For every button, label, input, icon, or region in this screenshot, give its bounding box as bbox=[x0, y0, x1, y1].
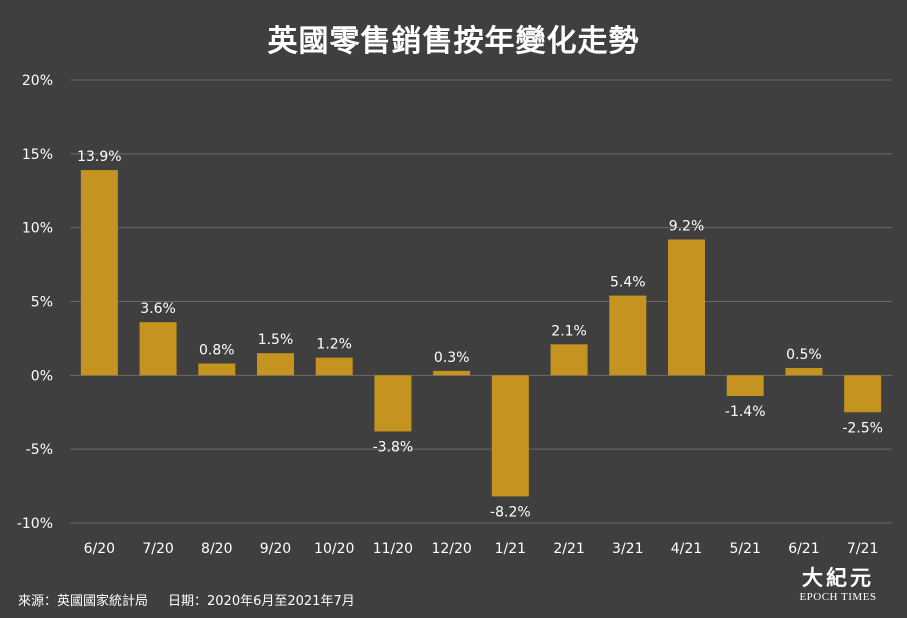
x-tick-label: 7/21 bbox=[847, 541, 878, 557]
x-tick-label: 3/21 bbox=[612, 541, 643, 557]
y-tick-label: 20% bbox=[22, 73, 53, 89]
bar bbox=[491, 375, 529, 497]
bars bbox=[80, 170, 882, 497]
bar bbox=[257, 353, 294, 376]
x-tick-label: 5/21 bbox=[729, 541, 760, 557]
data-label: -8.2% bbox=[490, 504, 531, 520]
x-tick-label: 1/21 bbox=[495, 541, 526, 557]
bar bbox=[785, 367, 823, 376]
data-labels: 13.9% 3.6% 0.8% 1.5% 1.2% -3.8% 0.3% -8.2% 2.1% 5… bbox=[77, 149, 883, 520]
chart-title: 英國零售銷售按年變化走勢 bbox=[267, 24, 640, 59]
footer: 來源：英國國家統計局 日期：2020年6月至2021年7月 bbox=[18, 590, 355, 609]
bar bbox=[726, 375, 764, 397]
logo-english: EPOCH TIMES bbox=[799, 591, 877, 603]
bar bbox=[80, 170, 118, 376]
x-tick-label: 2/21 bbox=[553, 541, 584, 557]
x-tick-label: 6/21 bbox=[788, 541, 819, 557]
data-label: 9.2% bbox=[669, 218, 705, 234]
bar bbox=[550, 344, 588, 376]
data-label: 13.9% bbox=[77, 149, 121, 165]
y-tick-label: -10% bbox=[17, 516, 53, 532]
x-tick-label: 7/20 bbox=[142, 541, 173, 557]
data-label: 0.8% bbox=[199, 343, 235, 359]
data-label: -1.4% bbox=[725, 404, 766, 420]
data-label: 0.3% bbox=[434, 350, 470, 366]
bar bbox=[315, 357, 353, 376]
y-tick-label: 10% bbox=[22, 221, 53, 237]
data-label: 1.5% bbox=[258, 332, 294, 348]
x-tick-label: 10/20 bbox=[314, 541, 354, 557]
x-tick-label: 11/20 bbox=[373, 541, 413, 557]
data-label: -2.5% bbox=[842, 420, 883, 436]
x-axis-tick-labels: 6/20 7/20 8/20 9/20 10/20 11/20 12/20 1/21 2/21 3… bbox=[84, 541, 879, 557]
y-tick-label: 5% bbox=[31, 295, 53, 311]
bar bbox=[374, 375, 412, 432]
bar bbox=[139, 322, 177, 376]
data-label: -3.8% bbox=[373, 439, 414, 455]
y-tick-label: 15% bbox=[22, 147, 53, 163]
data-label: 5.4% bbox=[610, 275, 646, 291]
x-tick-label: 8/20 bbox=[201, 541, 232, 557]
data-label: 0.5% bbox=[786, 347, 822, 363]
date-note: 日期：2020年6月至2021年7月 bbox=[168, 594, 355, 609]
data-label: 2.1% bbox=[551, 323, 587, 339]
bar bbox=[433, 370, 471, 376]
gridlines bbox=[70, 79, 892, 524]
logo-chinese: 大紀元 bbox=[802, 565, 874, 590]
bar bbox=[609, 295, 647, 376]
x-tick-label: 4/21 bbox=[671, 541, 702, 557]
y-tick-label: -5% bbox=[26, 442, 53, 458]
y-axis-tick-labels: 20% 15% 10% 5% 0% -5% -10% bbox=[17, 73, 53, 532]
epoch-times-logo: 大紀元 EPOCH TIMES bbox=[790, 566, 886, 604]
bar bbox=[844, 375, 882, 413]
data-label: 1.2% bbox=[316, 337, 352, 353]
data-label: 3.6% bbox=[140, 301, 176, 317]
source-note: 來源：英國國家統計局 bbox=[18, 594, 149, 609]
x-tick-label: 12/20 bbox=[431, 541, 471, 557]
x-tick-label: 9/20 bbox=[260, 541, 291, 557]
y-tick-label: 0% bbox=[31, 368, 53, 384]
bar bbox=[198, 363, 236, 376]
bar bbox=[668, 239, 705, 376]
x-tick-label: 6/20 bbox=[84, 541, 115, 557]
